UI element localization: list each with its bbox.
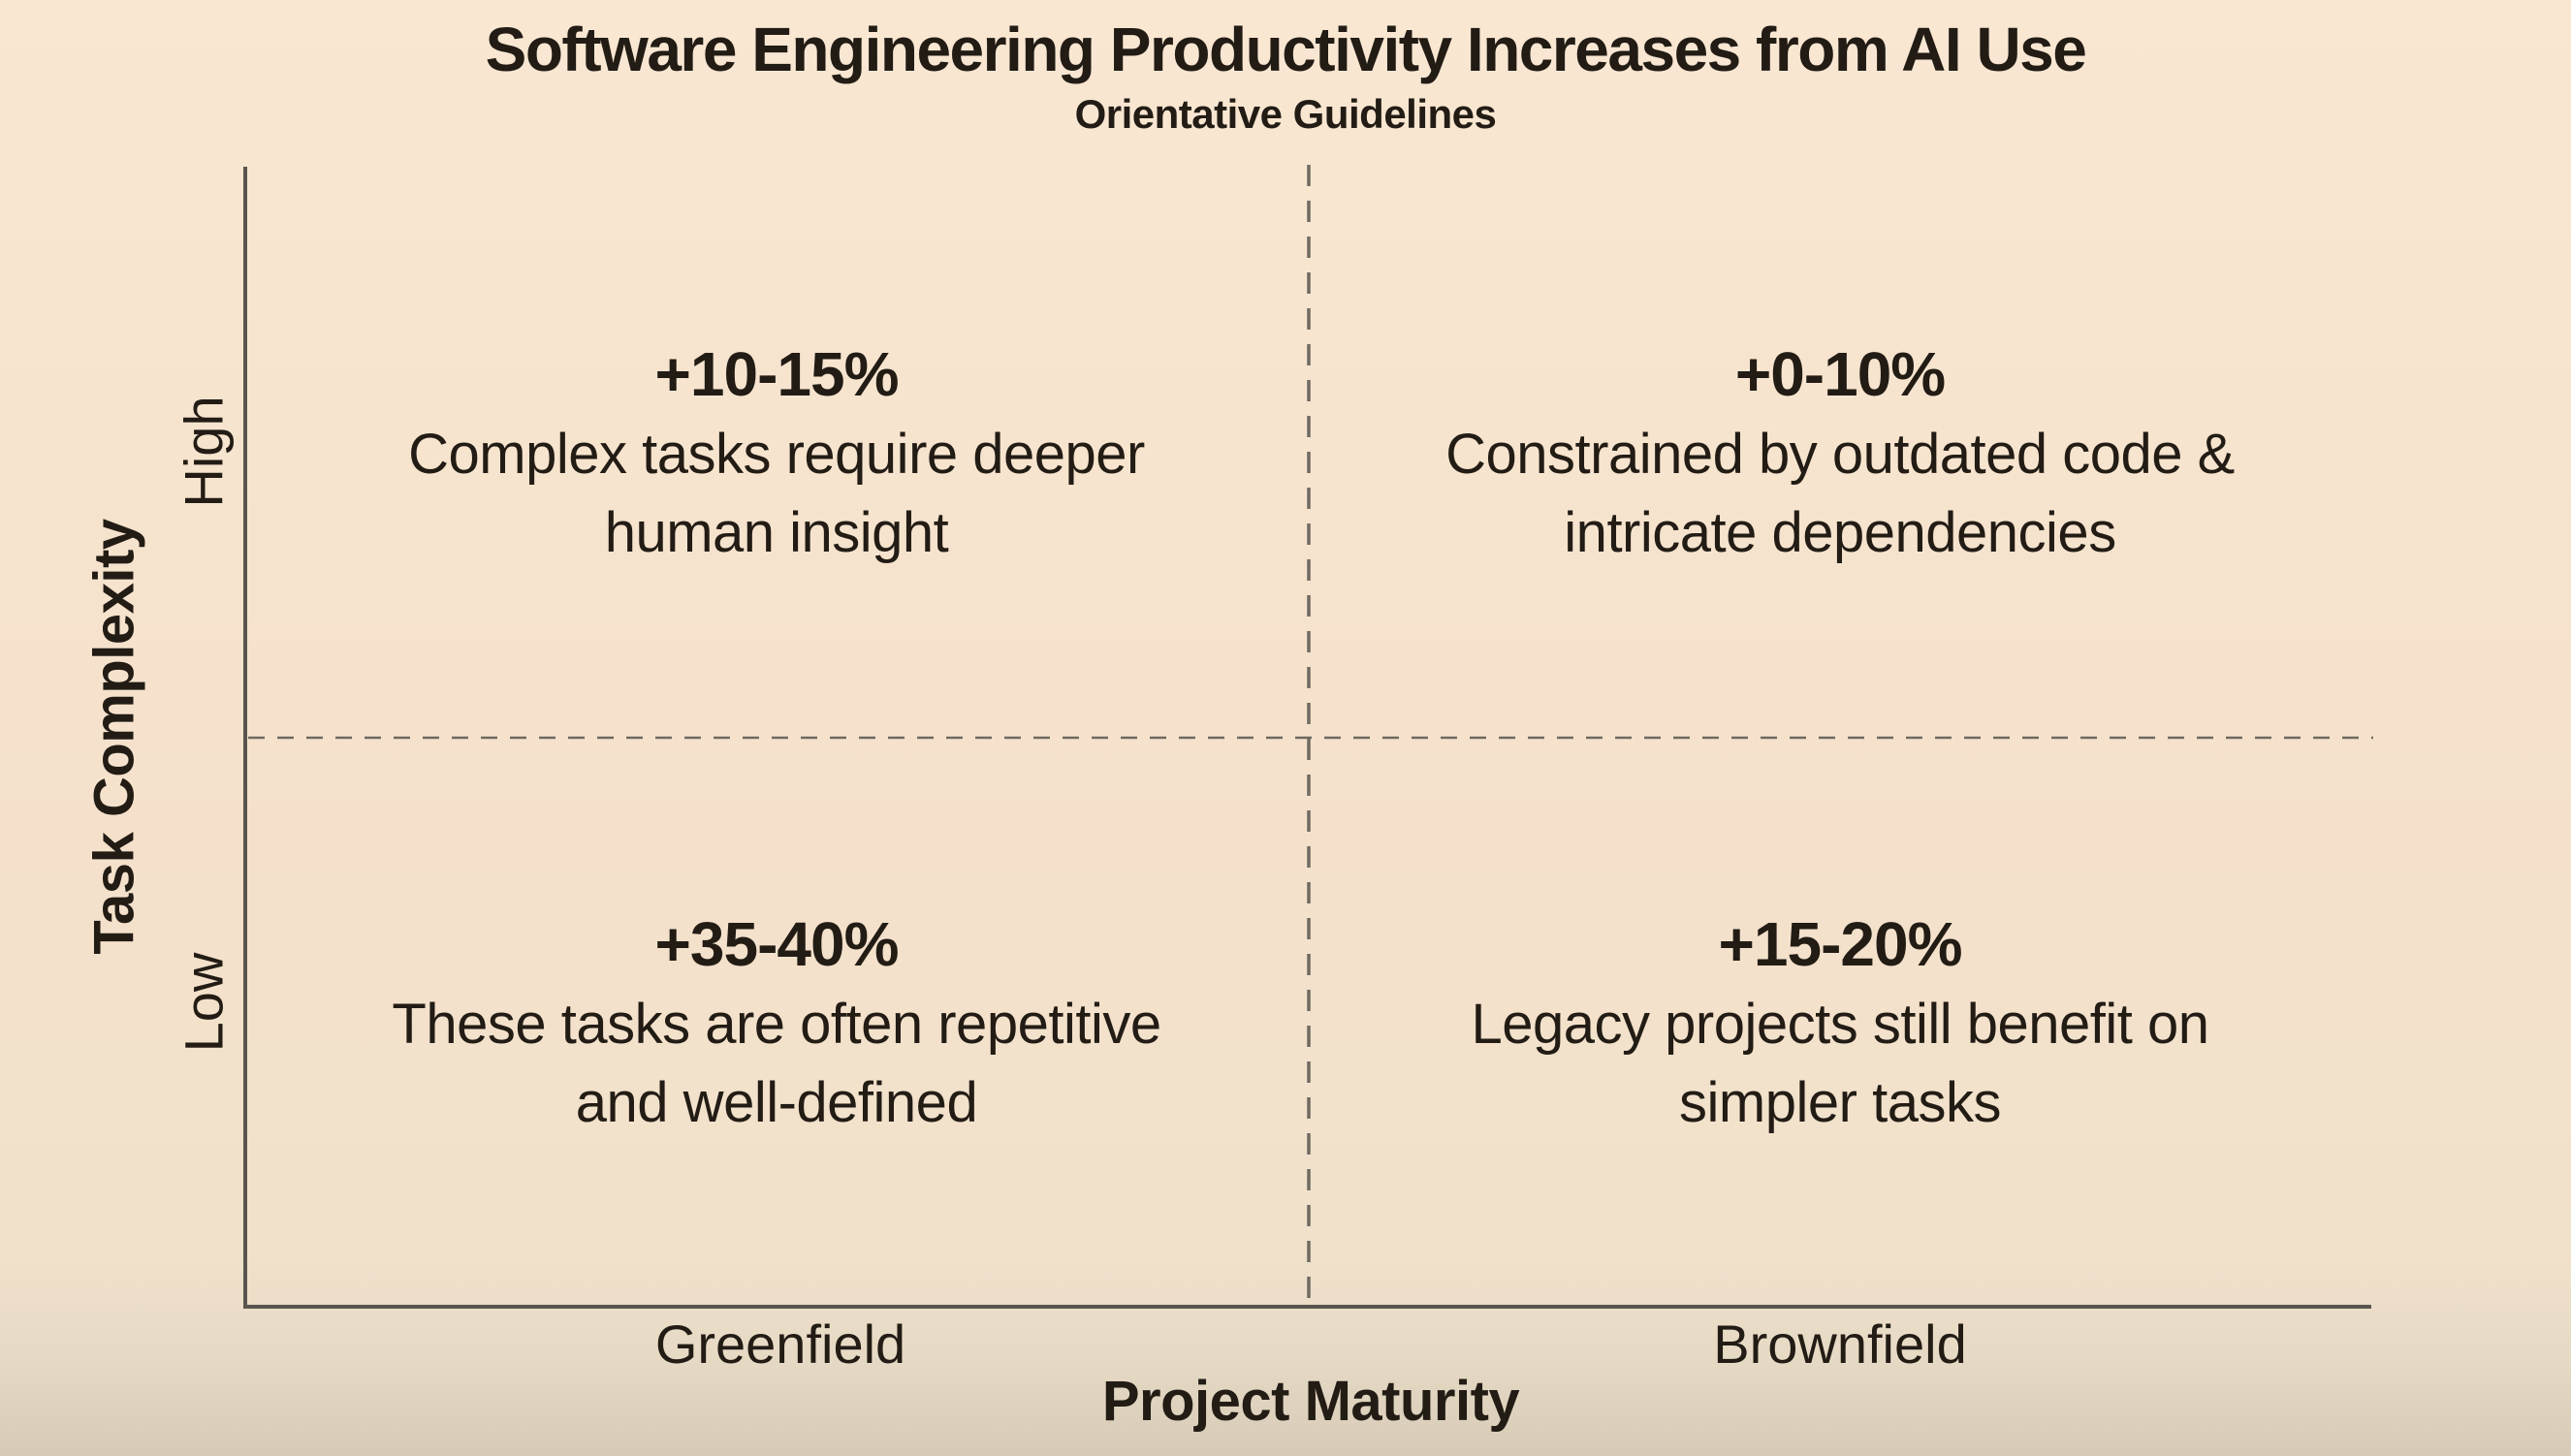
chart-subtitle: Orientative Guidelines — [1074, 91, 1497, 137]
quadrant-high-brownfield: +0-10% Constrained by outdated code & in… — [1312, 333, 2368, 572]
x-axis-title: Project Maturity — [1101, 1370, 1520, 1433]
quadrant-desc-line: Legacy projects still benefit on — [1471, 993, 2210, 1056]
quadrant-desc-line: intricate dependencies — [1564, 501, 2116, 564]
quadrant-high-greenfield: +10-15% Complex tasks require deeper hum… — [248, 333, 1305, 572]
quadrant-desc-line: and well-defined — [575, 1071, 978, 1134]
quadrant-desc-line: Constrained by outdated code & — [1445, 423, 2235, 486]
x-tick-brownfield: Brownfield — [1713, 1314, 1967, 1375]
y-tick-low: Low — [173, 952, 235, 1053]
quadrant-value: +10-15% — [654, 339, 900, 409]
y-tick-high: High — [173, 396, 235, 508]
quadrant-value: +15-20% — [1718, 909, 1963, 979]
x-tick-greenfield: Greenfield — [654, 1314, 906, 1375]
quadrant-low-greenfield: +35-40% These tasks are often repetitive… — [248, 903, 1305, 1142]
quadrant-desc-line: These tasks are often repetitive — [392, 993, 1161, 1056]
chart-title: Software Engineering Productivity Increa… — [485, 15, 2087, 84]
quadrant-low-brownfield: +15-20% Legacy projects still benefit on… — [1312, 903, 2368, 1142]
quadrant-value: +35-40% — [654, 909, 900, 979]
quadrant-value: +0-10% — [1734, 339, 1946, 409]
quadrant-desc-line: simpler tasks — [1679, 1071, 2001, 1134]
quadrant-desc-line: Complex tasks require deeper — [408, 423, 1145, 486]
quadrant-desc-line: human insight — [604, 501, 949, 564]
y-axis-title: Task Complexity — [82, 519, 146, 955]
